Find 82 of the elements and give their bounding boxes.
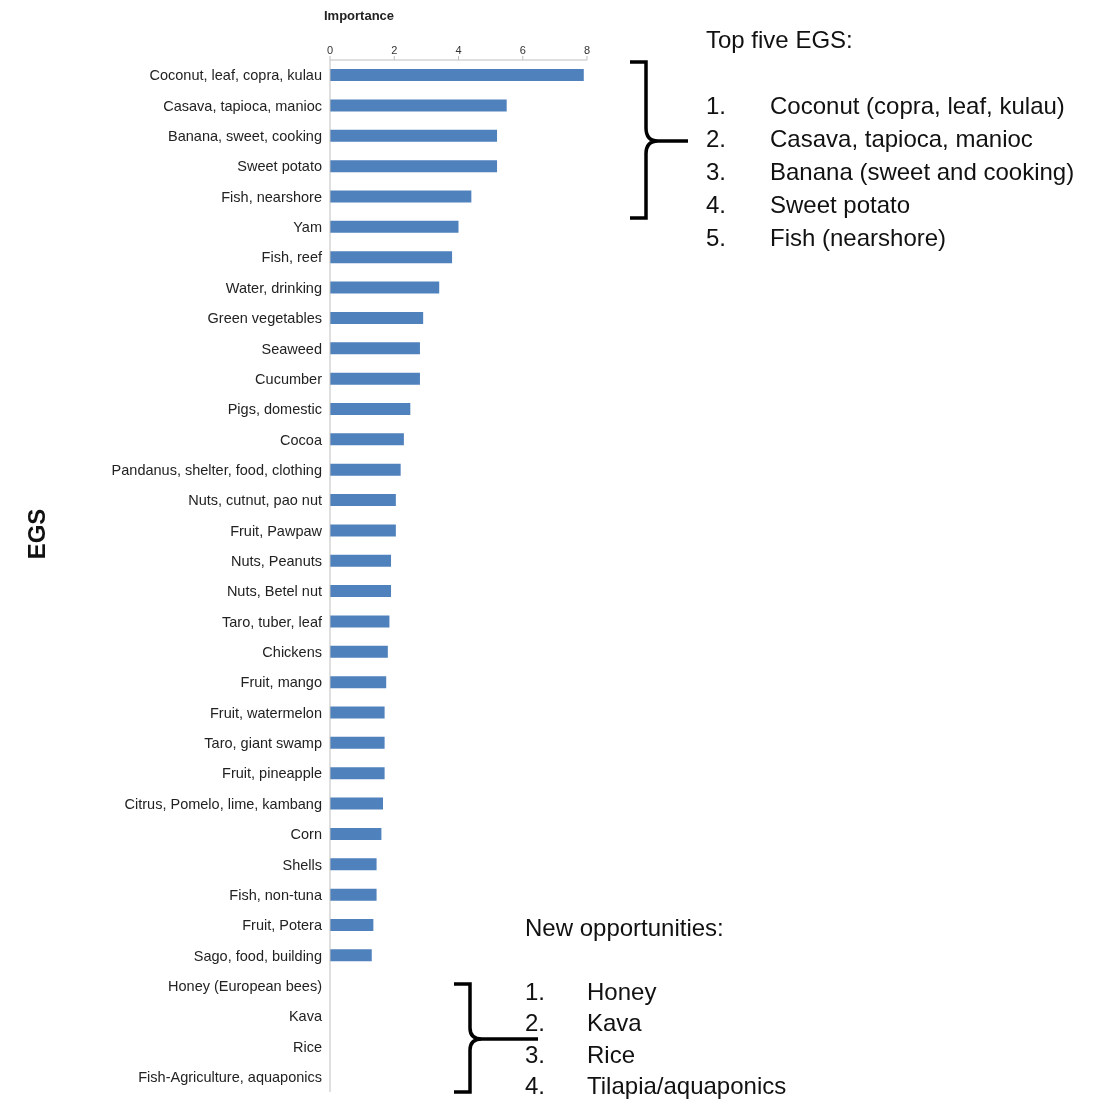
bar: [330, 585, 392, 598]
y-tick-label: Fish, non-tuna: [229, 886, 323, 903]
y-tick-label: Pigs, domestic: [227, 401, 322, 418]
y-tick-label: Yam: [293, 219, 322, 236]
bar: [330, 767, 385, 780]
x-tick-label: 2: [391, 44, 398, 56]
y-axis-title: EGS: [23, 508, 52, 560]
bar: [330, 129, 498, 142]
annotation: New opportunities:: [525, 914, 724, 942]
y-tick-label: Fruit, Pawpaw: [230, 522, 323, 539]
bar: [330, 311, 424, 324]
bar: [330, 281, 440, 294]
y-tick-label: Fruit, Potera: [242, 917, 323, 934]
x-tick-label: 8: [583, 44, 591, 56]
y-tick-label: Fish, nearshore: [221, 188, 322, 205]
bar: [330, 99, 507, 112]
text: 5. Fish (nearshore): [706, 224, 947, 251]
text: 1. Honey: [525, 978, 657, 1005]
x-axis-title: Importance: [324, 8, 395, 23]
text: 2. Kava: [525, 1009, 642, 1036]
y-tick-label: Pandanus, shelter, food, clothing: [111, 461, 322, 478]
y-tick-label: Nuts, cutnut, pao nut: [188, 492, 322, 509]
bar: [330, 888, 377, 901]
y-tick-label: Fish-Agriculture, aquaponics: [138, 1068, 322, 1085]
bar: [330, 524, 396, 537]
bar: [330, 372, 420, 385]
y-tick-label: Sweet potato: [237, 158, 322, 175]
x-tick-label: 0: [326, 44, 334, 56]
bar: [330, 69, 584, 82]
y-tick-label: Fruit, pineapple: [222, 765, 322, 782]
text: 4. Sweet potato: [706, 191, 911, 218]
bar: [330, 190, 472, 203]
y-tick-label: Shells: [282, 856, 322, 873]
bar: [330, 827, 382, 840]
x-tick-label: 6: [519, 44, 526, 56]
bar: [330, 251, 453, 264]
text: Top five EGS:: [706, 26, 853, 54]
y-tick-label: Kava: [288, 1008, 323, 1025]
y-tick-label: Honey (European bees): [168, 977, 322, 994]
text: 3. Rice: [525, 1041, 636, 1068]
bar: [330, 615, 390, 628]
text: 3. Banana (sweet and cooking): [706, 158, 1075, 185]
y-tick-label: Fruit, watermelon: [209, 704, 322, 721]
y-tick-label: Casava, tapioca, manioc: [163, 97, 322, 114]
bar: [330, 736, 385, 749]
bar: [330, 949, 372, 962]
bar: [330, 160, 498, 173]
y-tick-label: Banana, sweet, cooking: [168, 128, 322, 145]
bar: [330, 220, 459, 233]
y-tick-label: Fish, reef: [261, 249, 323, 266]
y-tick-label: Chickens: [262, 644, 322, 661]
y-tick-label: Green vegetables: [207, 310, 322, 327]
y-tick-label: Nuts, Betel nut: [226, 583, 322, 600]
bar: [330, 463, 401, 476]
y-tick-label: Cocoa: [280, 431, 323, 448]
y-tick-label: Rice: [292, 1038, 322, 1055]
bar: [330, 797, 384, 810]
text: 1. Coconut (copra, leaf, kulau): [706, 92, 1065, 119]
bar: [330, 342, 420, 355]
y-tick-label: Cucumber: [255, 370, 323, 387]
bar: [330, 494, 396, 507]
bar: [330, 918, 374, 931]
y-tick-label: Nuts, Peanuts: [230, 552, 322, 569]
bar: [330, 402, 411, 415]
bar: [330, 554, 392, 567]
bar: [330, 433, 404, 446]
bar: [330, 706, 385, 719]
y-tick-label: Fruit, mango: [240, 674, 322, 691]
bar: [330, 858, 377, 871]
y-tick-label: Citrus, Pomelo, lime, kambang: [124, 795, 322, 812]
text: 4. Tilapia/aquaponics: [525, 1072, 787, 1099]
y-tick-label: Corn: [290, 826, 322, 843]
bar: [330, 676, 387, 689]
y-tick-label: Sago, food, building: [193, 947, 322, 964]
y-tick-label: Taro, giant swamp: [204, 735, 322, 752]
bar: [330, 645, 388, 658]
y-tick-label: Water, drinking: [225, 279, 322, 296]
y-tick-label: Taro, tuber, leaf: [222, 613, 323, 630]
y-tick-label: Coconut, leaf, copra, kulau: [149, 67, 322, 84]
text: 2. Casava, tapioca, manioc: [706, 125, 1033, 152]
y-tick-label: Seaweed: [261, 340, 322, 357]
x-tick-label: 4: [455, 44, 462, 56]
